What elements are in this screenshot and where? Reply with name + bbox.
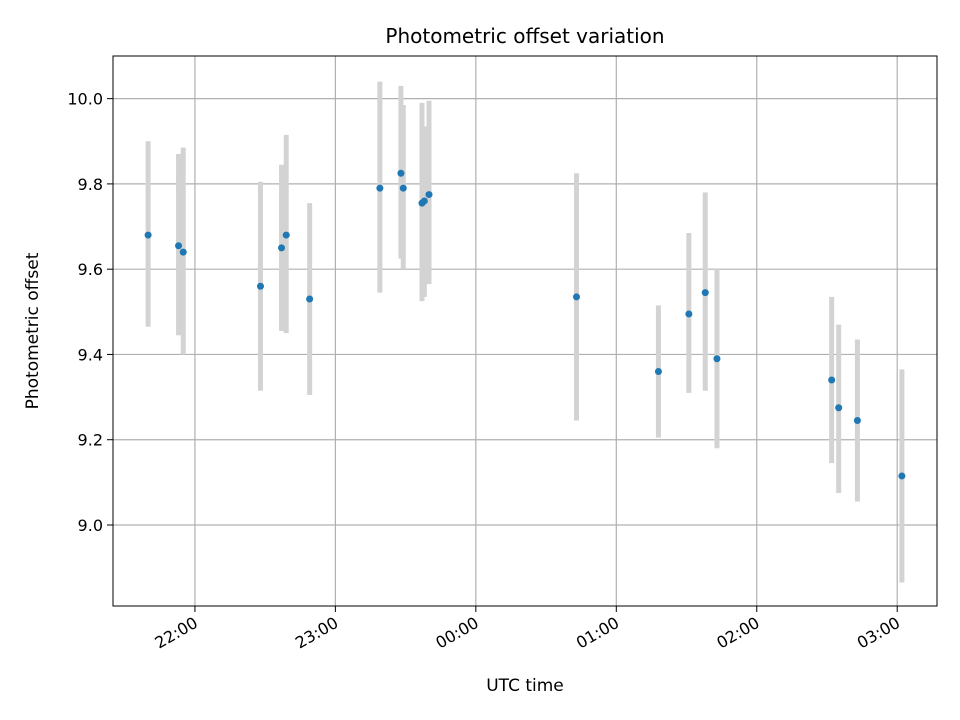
data-point xyxy=(376,184,384,192)
x-axis-label: UTC time xyxy=(486,676,564,696)
data-point xyxy=(278,244,286,252)
y-tick-label: 9.6 xyxy=(78,260,103,279)
y-tick-label: 9.4 xyxy=(78,345,103,364)
data-point xyxy=(685,310,693,318)
data-point xyxy=(179,248,187,256)
y-axis-label: Photometric offset xyxy=(23,252,43,409)
data-point xyxy=(573,293,580,301)
data-point xyxy=(425,191,433,199)
data-point xyxy=(397,169,405,177)
data-point xyxy=(306,295,314,303)
data-point xyxy=(175,242,183,250)
data-point xyxy=(835,404,843,412)
y-tick-label: 9.2 xyxy=(78,431,103,450)
data-point xyxy=(256,282,264,290)
data-point xyxy=(828,376,836,384)
data-point xyxy=(654,368,662,376)
plot-frame xyxy=(112,55,938,607)
data-point xyxy=(713,355,721,363)
data-point xyxy=(853,417,861,425)
data-point xyxy=(144,231,152,239)
data-point xyxy=(399,184,407,192)
data-point xyxy=(898,472,906,480)
data-points xyxy=(144,169,906,480)
y-axis-ticks: 9.0 9.2 9.4 9.6 9.8 10.0 xyxy=(67,90,113,535)
data-point xyxy=(420,197,428,205)
y-tick-label: 9.0 xyxy=(78,516,103,535)
y-tick-label: 10.0 xyxy=(67,90,103,109)
data-point xyxy=(282,231,290,239)
grid xyxy=(113,56,937,606)
chart-title: Photometric offset variation xyxy=(385,24,664,48)
y-tick-label: 9.8 xyxy=(78,175,103,194)
data-point xyxy=(701,289,709,297)
